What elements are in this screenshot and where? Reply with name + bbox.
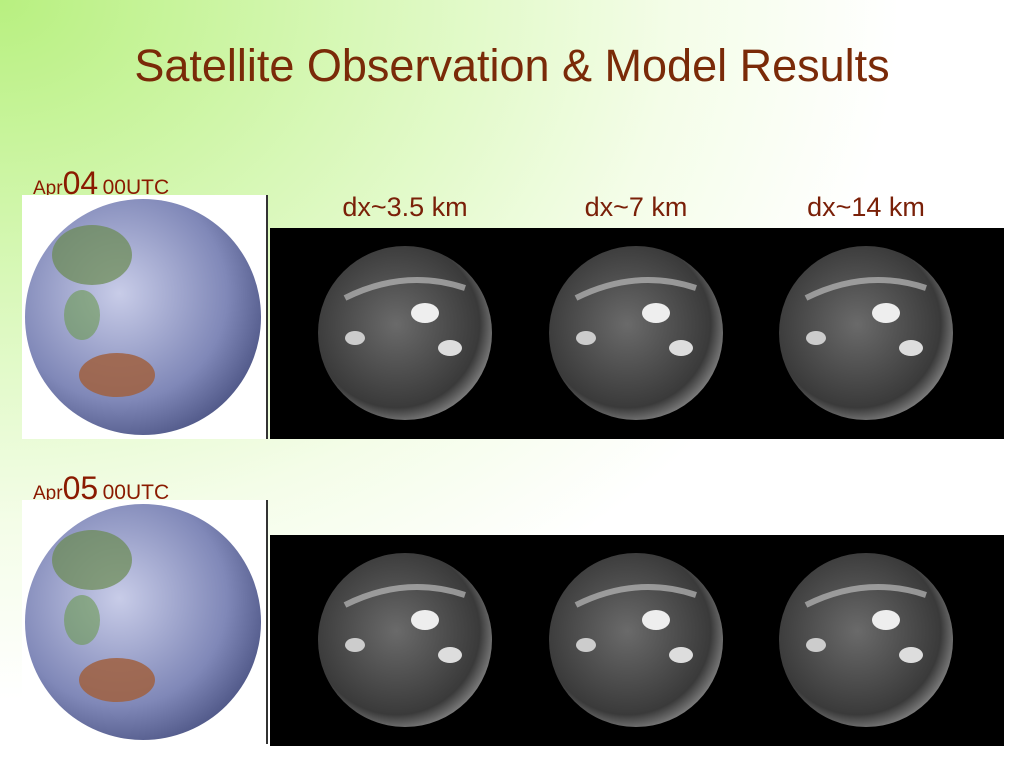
cloud-band [804,584,927,608]
cloud [438,647,462,663]
land [64,290,100,340]
cloud [669,647,693,663]
observation-image [22,195,268,439]
cloud [872,303,900,323]
time: 00UTC [102,176,170,199]
cloud-band [804,277,927,301]
land [52,225,132,285]
model-panel [270,228,1004,439]
model-images [318,553,953,727]
cloud [576,638,596,652]
model-panel [270,535,1004,746]
model-globe [318,553,492,727]
model-images [318,246,953,420]
model-globe [318,246,492,420]
model-globe [779,246,953,420]
model-globe [549,553,723,727]
cloud [899,647,923,663]
land [52,530,132,590]
cloud-band [343,584,466,608]
model-globe [549,246,723,420]
cloud [642,610,670,630]
observation-image [22,500,268,744]
cloud [806,638,826,652]
cloud [642,303,670,323]
time: 00UTC [102,481,170,504]
cloud [411,610,439,630]
cloud-band [574,277,697,301]
cloud [345,638,365,652]
cloud-band [574,584,697,608]
cloud [576,331,596,345]
month: Apr [33,483,63,504]
globe [25,504,261,740]
column-label: dx~7 km [584,192,688,222]
cloud [806,331,826,345]
globe [25,199,261,435]
column-label: dx~3.5 km [342,192,468,222]
cloud [669,340,693,356]
cloud [345,331,365,345]
slide-title: Satellite Observation & Model Results [134,40,890,91]
cloud [872,610,900,630]
globe-image [25,199,261,435]
model-globe [779,553,953,727]
land [79,658,155,702]
month: Apr [33,178,63,199]
cloud-band [343,277,466,301]
globe-image [25,504,261,740]
land [79,353,155,397]
cloud [899,340,923,356]
cloud [438,340,462,356]
cloud [411,303,439,323]
column-label: dx~14 km [807,192,925,222]
land [64,595,100,645]
